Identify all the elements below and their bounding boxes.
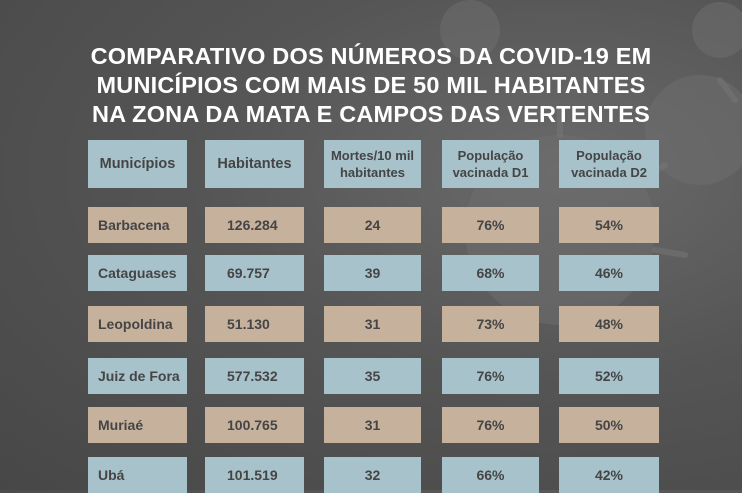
page-title: COMPARATIVO DOS NÚMEROS DA COVID-19 EM M… xyxy=(0,42,742,129)
cell-vacinada-d2: 52% xyxy=(559,358,659,394)
cell-mortes: 39 xyxy=(324,255,421,291)
cell-mortes: 32 xyxy=(324,457,421,493)
cell-habitantes: 69.757 xyxy=(205,255,304,291)
cell-vacinada-d1: 76% xyxy=(442,207,539,243)
cell-habitantes: 126.284 xyxy=(205,207,304,243)
cell-vacinada-d2: 42% xyxy=(559,457,659,493)
cell-mortes: 31 xyxy=(324,306,421,342)
cell-vacinada-d1: 76% xyxy=(442,407,539,443)
cell-municipio: Ubá xyxy=(88,457,187,493)
cell-habitantes: 100.765 xyxy=(205,407,304,443)
cell-vacinada-d1: 73% xyxy=(442,306,539,342)
cell-municipio: Muriaé xyxy=(88,407,187,443)
cell-municipio: Leopoldina xyxy=(88,306,187,342)
cell-municipio: Juiz de Fora xyxy=(88,358,187,394)
cell-vacinada-d1: 66% xyxy=(442,457,539,493)
cell-mortes: 24 xyxy=(324,207,421,243)
cell-habitantes: 577.532 xyxy=(205,358,304,394)
header-vacinada-d1: População vacinada D1 xyxy=(442,140,539,188)
header-habitantes: Habitantes xyxy=(205,140,304,188)
cell-habitantes: 101.519 xyxy=(205,457,304,493)
cell-municipio: Cataguases xyxy=(88,255,187,291)
header-mortes: Mortes/10 mil habitantes xyxy=(324,140,421,188)
cell-vacinada-d1: 68% xyxy=(442,255,539,291)
cell-mortes: 35 xyxy=(324,358,421,394)
header-vacinada-d2: População vacinada D2 xyxy=(559,140,659,188)
cell-vacinada-d2: 48% xyxy=(559,306,659,342)
cell-vacinada-d2: 50% xyxy=(559,407,659,443)
header-municipios: Municípios xyxy=(88,140,187,188)
title-line-1: COMPARATIVO DOS NÚMEROS DA COVID-19 EM xyxy=(90,43,652,69)
cell-mortes: 31 xyxy=(324,407,421,443)
title-line-2: MUNICÍPIOS COM MAIS DE 50 MIL HABITANTES xyxy=(96,72,646,98)
cell-vacinada-d1: 76% xyxy=(442,358,539,394)
cell-vacinada-d2: 54% xyxy=(559,207,659,243)
title-line-3: NA ZONA DA MATA E CAMPOS DAS VERTENTES xyxy=(91,101,651,127)
cell-municipio: Barbacena xyxy=(88,207,187,243)
cell-habitantes: 51.130 xyxy=(205,306,304,342)
cell-vacinada-d2: 46% xyxy=(559,255,659,291)
